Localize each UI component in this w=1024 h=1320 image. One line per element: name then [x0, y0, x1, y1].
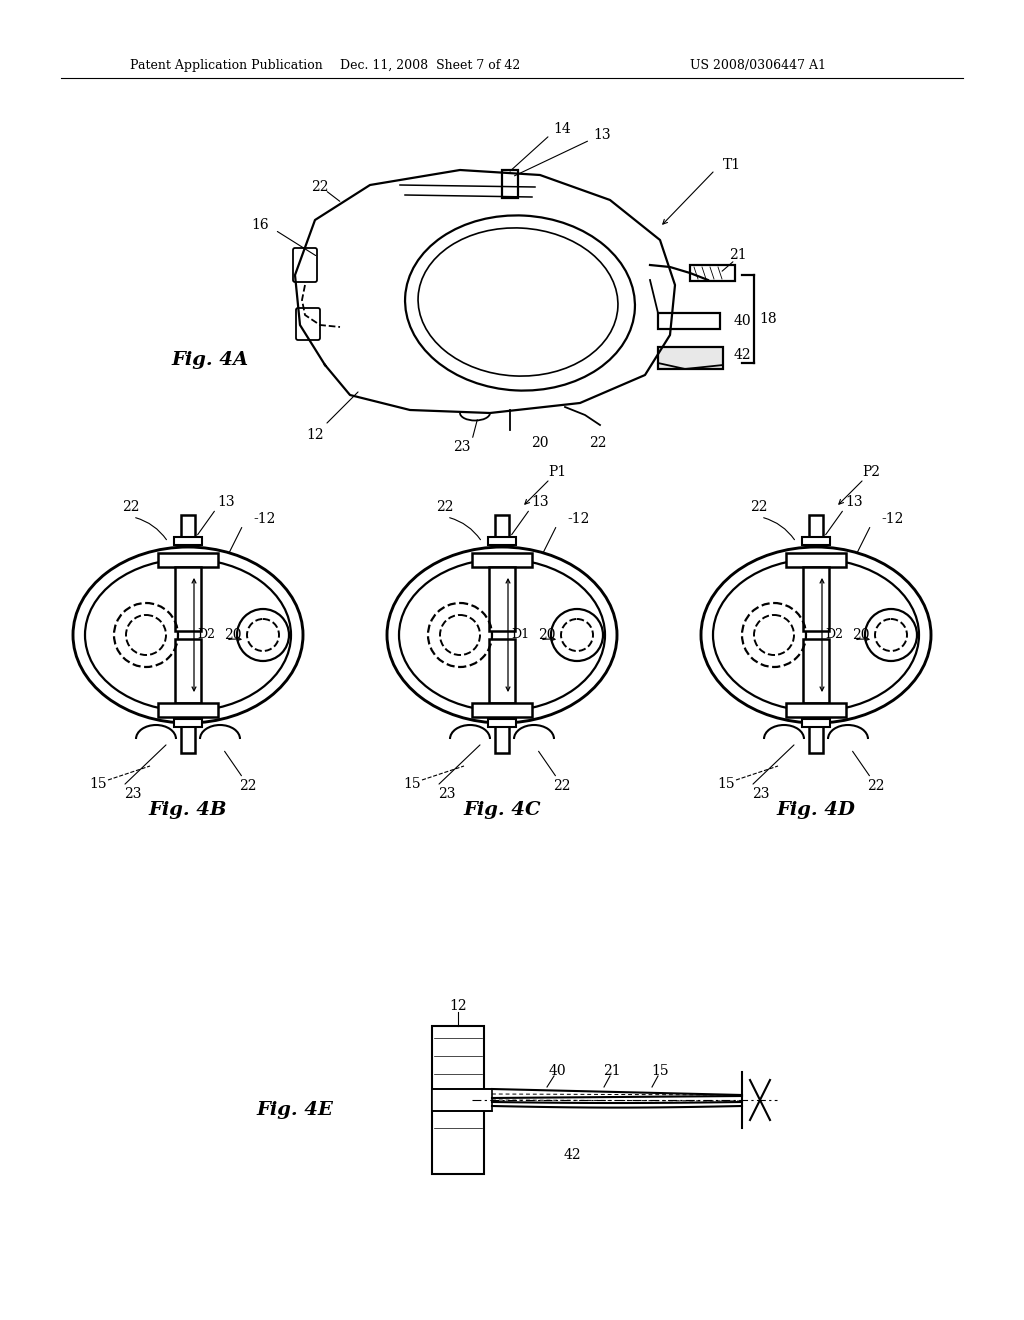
Text: 40: 40: [733, 314, 751, 327]
Bar: [502, 170, 518, 198]
Text: Fig. 4E: Fig. 4E: [257, 1101, 334, 1119]
Bar: [658, 313, 720, 329]
Text: 40: 40: [548, 1064, 566, 1078]
Text: Patent Application Publication: Patent Application Publication: [130, 58, 323, 71]
Text: US 2008/0306447 A1: US 2008/0306447 A1: [690, 58, 826, 71]
Bar: [488, 537, 516, 545]
Bar: [174, 719, 202, 727]
Text: 22: 22: [311, 180, 329, 194]
Bar: [786, 553, 846, 568]
Text: D1: D1: [511, 628, 529, 642]
Text: 13: 13: [593, 128, 610, 143]
Bar: [495, 725, 509, 752]
Bar: [690, 265, 735, 281]
Text: -12: -12: [881, 512, 903, 525]
Text: Fig. 4D: Fig. 4D: [776, 801, 855, 818]
Text: 12: 12: [306, 428, 324, 442]
Text: 42: 42: [733, 348, 751, 362]
Text: 14: 14: [553, 121, 570, 136]
Text: Fig. 4A: Fig. 4A: [171, 351, 249, 370]
Bar: [472, 704, 532, 717]
Text: 18: 18: [759, 312, 777, 326]
Text: 20: 20: [852, 628, 869, 642]
Text: -12: -12: [567, 512, 590, 525]
Text: 22: 22: [122, 500, 139, 513]
Text: 22: 22: [867, 779, 885, 793]
Text: 12: 12: [450, 999, 467, 1012]
Text: P2: P2: [862, 465, 880, 479]
Text: 21: 21: [603, 1064, 621, 1078]
Bar: [809, 725, 823, 752]
Bar: [495, 515, 509, 545]
Bar: [658, 347, 723, 370]
Text: T1: T1: [723, 158, 741, 172]
Text: 22: 22: [240, 779, 257, 793]
Text: 23: 23: [454, 440, 471, 454]
Text: 22: 22: [553, 779, 570, 793]
Text: 13: 13: [217, 495, 234, 510]
Bar: [809, 515, 823, 545]
Text: 23: 23: [124, 787, 141, 801]
Text: Dec. 11, 2008  Sheet 7 of 42: Dec. 11, 2008 Sheet 7 of 42: [340, 58, 520, 71]
Bar: [802, 537, 830, 545]
Bar: [181, 725, 195, 752]
Bar: [432, 1026, 484, 1173]
Text: 16: 16: [251, 218, 269, 232]
Text: 20: 20: [539, 628, 556, 642]
Bar: [803, 568, 829, 631]
Text: 42: 42: [563, 1148, 581, 1162]
Text: 15: 15: [651, 1064, 669, 1078]
Bar: [803, 639, 829, 704]
Bar: [181, 515, 195, 545]
Text: D2: D2: [825, 628, 843, 642]
Bar: [786, 704, 846, 717]
Bar: [174, 537, 202, 545]
Text: 20: 20: [531, 436, 549, 450]
Text: 22: 22: [589, 436, 607, 450]
Text: 20: 20: [224, 628, 242, 642]
Text: 15: 15: [403, 777, 421, 791]
Text: P1: P1: [548, 465, 566, 479]
Bar: [175, 568, 201, 631]
Text: 23: 23: [753, 787, 770, 801]
Bar: [489, 639, 515, 704]
Bar: [175, 639, 201, 704]
Bar: [488, 719, 516, 727]
Bar: [472, 553, 532, 568]
Text: 15: 15: [717, 777, 735, 791]
Text: 22: 22: [751, 500, 768, 513]
Text: Fig. 4B: Fig. 4B: [148, 801, 227, 818]
Text: 13: 13: [845, 495, 863, 510]
Text: 22: 22: [436, 500, 454, 513]
Bar: [432, 1089, 492, 1111]
Bar: [489, 568, 515, 631]
Text: 15: 15: [89, 777, 106, 791]
Text: -12: -12: [253, 512, 275, 525]
Bar: [158, 704, 218, 717]
Bar: [802, 719, 830, 727]
Text: 23: 23: [438, 787, 456, 801]
Text: 21: 21: [729, 248, 746, 261]
Bar: [158, 553, 218, 568]
Text: Fig. 4C: Fig. 4C: [463, 801, 541, 818]
Text: 13: 13: [531, 495, 549, 510]
Text: D2: D2: [197, 628, 215, 642]
